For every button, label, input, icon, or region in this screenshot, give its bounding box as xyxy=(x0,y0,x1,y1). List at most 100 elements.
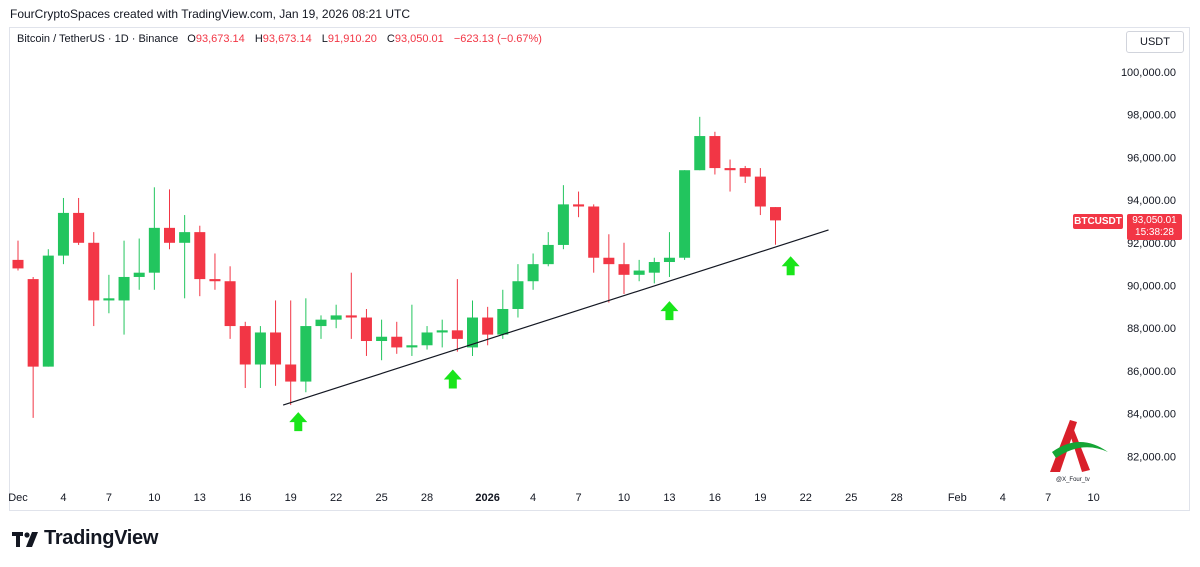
candle[interactable] xyxy=(270,300,282,386)
candle[interactable] xyxy=(709,131,721,175)
candle-body xyxy=(148,227,160,273)
x-tick-label: Dec xyxy=(8,492,28,504)
up-arrow-icon xyxy=(781,256,800,276)
candle[interactable] xyxy=(285,300,297,406)
currency-button[interactable]: USDT xyxy=(1126,31,1184,53)
x-tick-label: 25 xyxy=(845,492,857,504)
candle[interactable] xyxy=(345,272,357,339)
candle[interactable] xyxy=(588,204,600,273)
candle-body xyxy=(573,204,585,207)
candle[interactable] xyxy=(557,185,569,250)
candle[interactable] xyxy=(754,168,766,216)
last-price-value: 93,050.01 xyxy=(1132,215,1177,226)
candle[interactable] xyxy=(421,326,433,350)
candle[interactable] xyxy=(603,234,615,303)
candle[interactable] xyxy=(663,232,675,277)
candle[interactable] xyxy=(300,298,312,393)
candle[interactable] xyxy=(391,321,403,354)
candle[interactable] xyxy=(42,249,54,367)
candle[interactable] xyxy=(679,170,691,260)
candle[interactable] xyxy=(451,279,463,352)
x-tick-label: 10 xyxy=(148,492,160,504)
candle[interactable] xyxy=(57,197,69,265)
chart-frame xyxy=(9,27,1190,511)
x-tick-label: 4 xyxy=(60,492,66,504)
candle[interactable] xyxy=(209,253,221,290)
candle[interactable] xyxy=(254,326,266,388)
candle[interactable] xyxy=(239,321,251,388)
candle-body xyxy=(663,257,675,263)
candle[interactable] xyxy=(436,319,448,348)
close-label: C xyxy=(386,33,395,45)
x-tick-label: Feb xyxy=(948,492,967,504)
candle[interactable] xyxy=(467,300,478,356)
candle[interactable] xyxy=(12,240,24,271)
candle-body xyxy=(300,326,312,382)
candle[interactable] xyxy=(542,232,554,267)
candle-body xyxy=(754,176,766,207)
candle[interactable] xyxy=(330,304,342,329)
candle[interactable] xyxy=(527,253,539,290)
y-axis: 82,000.00 84,000.00 86,000.00 88,000.00 90,0… xyxy=(1121,67,1176,463)
candle[interactable] xyxy=(739,165,751,184)
candle[interactable] xyxy=(194,225,206,297)
candle-body xyxy=(315,319,327,327)
x-tick-label: 28 xyxy=(421,492,433,504)
x-tick-label: 10 xyxy=(618,492,630,504)
last-price-tag: 93,050.01 15:38:28 xyxy=(1127,214,1182,240)
candle-body xyxy=(618,264,630,275)
candle-body xyxy=(542,244,554,265)
watermark-handle: @X_Four_tv xyxy=(1056,477,1090,483)
candle[interactable] xyxy=(164,189,175,250)
high-value: 93,673.14 xyxy=(262,33,312,45)
candle[interactable] xyxy=(512,264,524,318)
x-tick-label: 2026 xyxy=(475,492,499,504)
candle[interactable] xyxy=(27,276,39,418)
candle-body xyxy=(345,315,357,318)
candle[interactable] xyxy=(376,319,388,361)
open-value: 93,673.14 xyxy=(195,33,245,45)
candle[interactable] xyxy=(103,274,115,314)
candle[interactable] xyxy=(573,191,585,218)
candle-body xyxy=(360,317,372,342)
candle[interactable] xyxy=(315,315,327,339)
tradingview-brand[interactable]: TradingView xyxy=(12,527,158,550)
candle[interactable] xyxy=(360,308,372,356)
candle-body xyxy=(57,212,69,256)
candle-body xyxy=(527,264,539,282)
x-tick-label: 25 xyxy=(375,492,387,504)
candle-body xyxy=(12,259,24,269)
candle[interactable] xyxy=(224,266,236,339)
candle[interactable] xyxy=(724,159,736,192)
x-tick-label: 7 xyxy=(575,492,581,504)
up-arrow-icon xyxy=(289,412,308,432)
tradingview-wordmark: TradingView xyxy=(44,527,159,549)
x-tick-label: 16 xyxy=(709,492,721,504)
candle[interactable] xyxy=(633,259,645,282)
candle[interactable] xyxy=(770,207,781,245)
candle[interactable] xyxy=(148,187,160,290)
candle[interactable] xyxy=(118,240,130,335)
x-tick-label: 13 xyxy=(194,492,206,504)
candle[interactable] xyxy=(694,116,706,171)
x-tick-label: 16 xyxy=(239,492,251,504)
symbol-label[interactable]: Bitcoin / TetherUS · 1D · Binance xyxy=(17,33,179,45)
bar-countdown: 15:38:28 xyxy=(1135,227,1174,238)
candle[interactable] xyxy=(73,197,85,245)
candle[interactable] xyxy=(406,304,418,356)
candle[interactable] xyxy=(179,215,191,299)
candle[interactable] xyxy=(133,238,145,290)
candle[interactable] xyxy=(88,232,100,327)
candle-body xyxy=(482,317,494,335)
trendline-layer xyxy=(282,229,829,406)
candle[interactable] xyxy=(618,242,630,295)
candle-body xyxy=(209,279,221,282)
candle-body xyxy=(451,330,463,339)
candle-body xyxy=(497,308,509,335)
support-trendline[interactable] xyxy=(282,229,829,406)
candle-body xyxy=(694,136,706,171)
candle[interactable] xyxy=(648,257,660,284)
y-tick-label: 96,000.00 xyxy=(1127,152,1176,164)
candle[interactable] xyxy=(497,289,509,339)
